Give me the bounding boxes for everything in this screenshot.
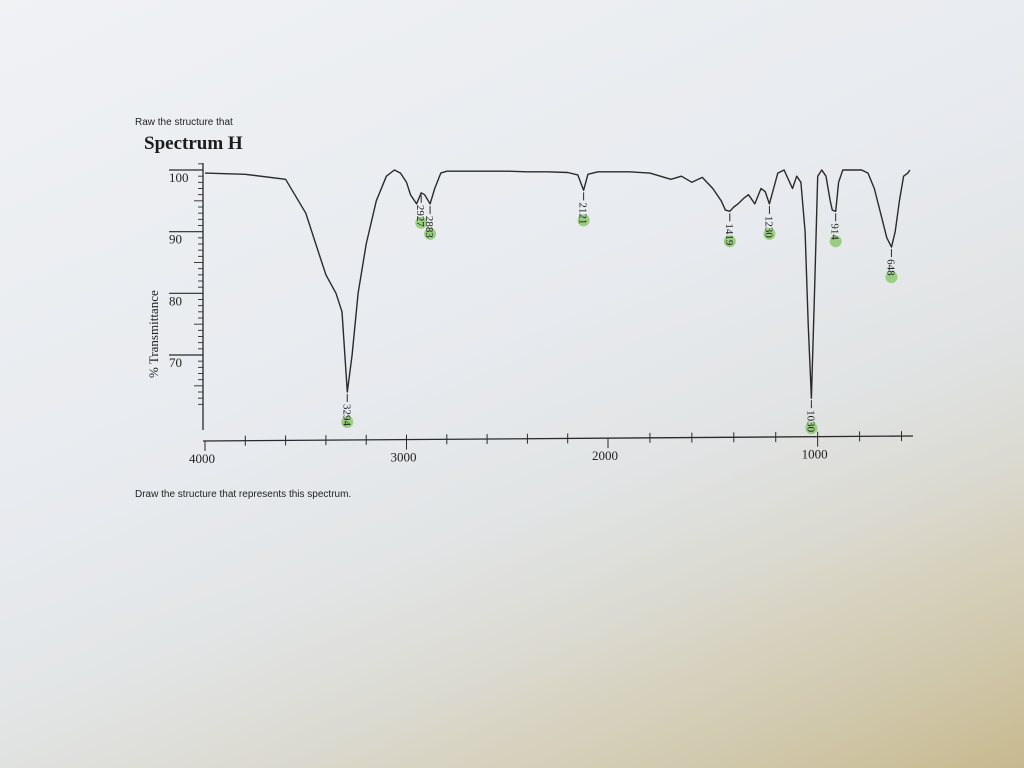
peak-highlight-dot	[829, 235, 842, 248]
peak-label-1030: 1030	[804, 400, 818, 435]
chart-plot-area	[204, 169, 911, 399]
peak-label-1419: 1419	[723, 213, 736, 248]
prompt-text-top: Raw the structure that	[135, 117, 233, 128]
peak-highlight-dot	[885, 271, 898, 284]
peak-highlight-dot	[723, 235, 736, 248]
x-axis-line	[202, 435, 914, 442]
x-tick-label: 1000	[802, 447, 828, 462]
peak-highlight-dot	[577, 214, 590, 227]
peak-label-text: 3294	[340, 404, 352, 427]
peak-highlight-dot	[424, 227, 437, 240]
peak-label-914: 914	[829, 213, 842, 248]
peak-label-2927: 2927	[414, 194, 428, 229]
y-axis-label: % Transmittance	[146, 290, 161, 378]
spectrum-line	[204, 169, 911, 399]
y-tick-label: 80	[169, 293, 182, 308]
peak-highlight-dot	[763, 227, 776, 240]
peak-label-3294: 3294	[340, 394, 354, 428]
peak-highlight-dot	[805, 422, 818, 435]
peak-label-text: 1419	[723, 223, 735, 246]
chart-title: Spectrum H	[144, 133, 243, 154]
peak-label-text: 2883	[423, 216, 435, 239]
peak-label-text: 2121	[577, 202, 589, 224]
peak-label-text: 2927	[414, 205, 426, 228]
x-tick-label: 3000	[391, 450, 417, 465]
peak-label-text: 1230	[762, 216, 774, 239]
peak-highlight-dot	[415, 216, 428, 229]
peak-highlight-dot	[341, 416, 354, 428]
prompt-text-bottom: Draw the structure that represents this …	[135, 489, 352, 500]
x-tick-label: 4000	[189, 451, 215, 466]
y-tick-label: 70	[169, 355, 182, 370]
peak-label-2883: 2883	[423, 205, 437, 240]
y-tick-label: 100	[169, 170, 189, 185]
peak-label-2121: 2121	[577, 192, 590, 227]
y-tick-label: 90	[169, 232, 182, 247]
peak-label-text: 1030	[804, 410, 816, 433]
peak-label-text: 914	[829, 223, 841, 240]
peak-label-648: 648	[884, 249, 898, 284]
peak-label-1230: 1230	[762, 205, 776, 240]
chart-axes: 100 90 80 70 % Transmittance 4000 3000 2000 1000	[146, 163, 914, 466]
x-tick-label: 2000	[592, 448, 618, 463]
peak-label-text: 648	[884, 259, 896, 276]
